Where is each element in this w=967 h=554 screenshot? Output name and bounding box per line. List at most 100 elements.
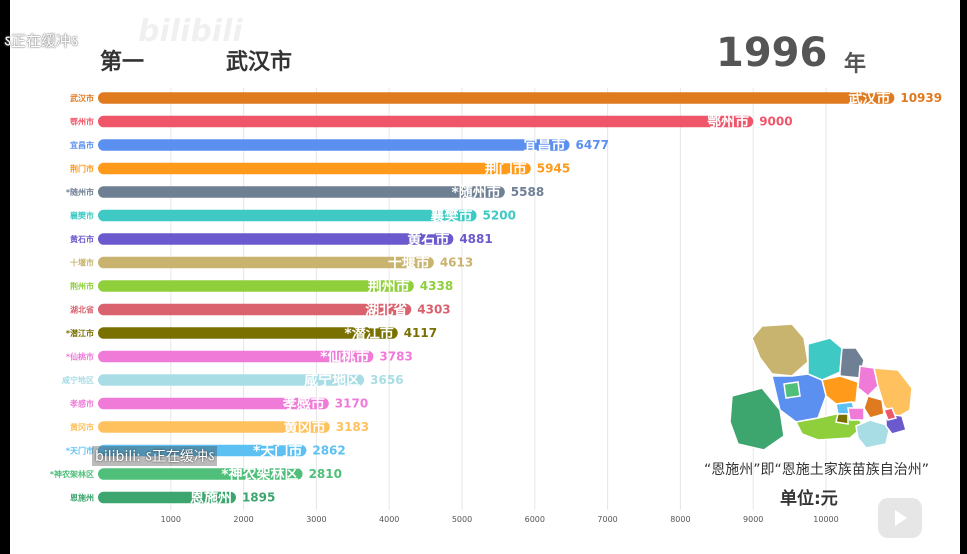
bar <box>98 374 365 386</box>
bar <box>98 468 303 480</box>
bar <box>98 280 414 292</box>
bar-name-label: 宜昌市 <box>524 137 566 154</box>
bar-value-label: 5200 <box>483 209 516 223</box>
bar-value-label: 4881 <box>459 232 492 246</box>
category-label: 荆门市 <box>70 164 94 174</box>
play-icon[interactable] <box>878 498 922 538</box>
leader-name: 武汉市 <box>226 50 293 75</box>
bar <box>98 92 895 104</box>
x-tick-label: 5000 <box>452 515 472 524</box>
bar-value-label: 4117 <box>404 326 437 340</box>
bar <box>98 327 398 339</box>
map-region-xianning <box>855 419 891 449</box>
bar <box>98 491 236 504</box>
category-label: *神农架林区 <box>50 469 94 479</box>
map-region-xiantao <box>847 407 865 421</box>
category-label: 荆州市 <box>70 281 94 291</box>
bar <box>98 350 374 363</box>
bar-name-label: 湖北省 <box>365 302 407 319</box>
bar-value-label: 2862 <box>312 444 345 458</box>
category-label: 宜昌市 <box>70 140 94 150</box>
bar-name-label: *神农架林区 <box>221 466 298 483</box>
bar-name-label: *天门市 <box>253 443 302 460</box>
bar <box>98 233 454 245</box>
map-region-xiangfan <box>807 337 843 381</box>
hubei-map <box>729 323 913 451</box>
x-tick-label: 6000 <box>525 515 545 524</box>
rank-label: 第一 <box>100 50 145 75</box>
category-label: 湖北省 <box>70 305 94 315</box>
bar-name-label: 黄冈市 <box>284 419 326 436</box>
map-region-shiyan <box>751 323 809 377</box>
bar-name-label: *仙桃市 <box>320 349 369 366</box>
bar-value-label: 1895 <box>242 491 275 505</box>
bar-value-label: 10939 <box>900 91 942 105</box>
map-region-enshi <box>729 387 785 451</box>
category-label: 武汉市 <box>70 93 94 103</box>
buffering-indicator: ऽ正在缓冲ऽ <box>4 32 79 50</box>
category-label: 襄樊市 <box>69 211 94 221</box>
x-tick-label: 4000 <box>379 515 399 524</box>
bar-name-label: *随州市 <box>451 184 500 201</box>
bar-value-label: 4613 <box>440 256 473 270</box>
bar-value-label: 4303 <box>417 303 450 317</box>
bar-name-label: 咸宁地区 <box>304 372 360 389</box>
bar-name-label: 武汉市 <box>848 90 890 107</box>
bar-name-label: 恩施州 <box>190 490 232 507</box>
bar-name-label: 襄樊市 <box>430 208 473 225</box>
bar <box>98 303 412 316</box>
watermark: bilibili <box>138 14 243 49</box>
bar <box>98 256 434 269</box>
bar <box>98 209 477 222</box>
bar-value-label: 4338 <box>420 279 453 293</box>
bar <box>98 139 570 151</box>
year-unit: 年 <box>844 52 867 77</box>
x-tick-label: 7000 <box>597 515 617 524</box>
x-tick-label: 1000 <box>161 515 181 524</box>
bar-name-label: 荆州市 <box>368 278 410 295</box>
bar-name-label: 荆门市 <box>485 161 527 178</box>
bar-name-label: 孝感市 <box>282 396 325 413</box>
map-region-huanggang <box>873 367 913 419</box>
bar-value-label: 2810 <box>309 467 342 481</box>
year-display: 1996 <box>716 30 828 76</box>
bar-value-label: 5588 <box>511 185 544 199</box>
category-label: 孝感市 <box>69 399 94 409</box>
bar <box>98 444 307 457</box>
bar-value-label: 3783 <box>379 350 412 364</box>
bar-value-label: 3656 <box>370 373 403 387</box>
x-tick-label: 9000 <box>743 515 763 524</box>
map-region-jingmen <box>821 375 859 405</box>
bar-name-label: 黄石市 <box>407 231 449 248</box>
bar <box>98 162 531 175</box>
map-region-shennongjia <box>783 381 801 399</box>
unit-label: 单位:元 <box>780 489 838 509</box>
category-label: 黄石市 <box>70 234 94 244</box>
bar <box>98 115 754 128</box>
bar-name-label: *潜江市 <box>344 325 393 342</box>
x-tick-label: 10000 <box>813 515 838 524</box>
footnote: “恩施州”即“恩施土家族苗族自治州” <box>704 462 930 478</box>
bar-name-label: 十堰市 <box>388 255 430 272</box>
map-region-qianjiang <box>835 413 849 425</box>
category-label: *随州市 <box>66 187 94 197</box>
x-tick-label: 8000 <box>670 515 690 524</box>
category-label: 黄冈市 <box>70 422 94 432</box>
category-label: *仙桃市 <box>66 352 94 362</box>
bar <box>98 421 330 433</box>
bar-chart: 1000 2000 3000 4000 5000 6000 7000 8000 9000 1000… <box>50 88 942 524</box>
bar <box>98 397 329 410</box>
video-frame: bilibili 第一 武汉市 1996 年 1000 2000 3000 4000 5… <box>10 0 960 554</box>
bar-value-label: 9000 <box>759 115 792 129</box>
bar-value-label: 6477 <box>576 138 609 152</box>
x-tick-label: 3000 <box>306 515 326 524</box>
bar-value-label: 5945 <box>537 162 570 176</box>
bar-value-label: 3183 <box>336 420 369 434</box>
map-region-wuhan <box>863 395 885 419</box>
bar <box>98 186 505 198</box>
bar-value-label: 3170 <box>335 397 368 411</box>
category-label: 鄂州市 <box>70 117 94 127</box>
x-tick-label: 2000 <box>233 515 253 524</box>
map-region-ezhou <box>882 407 898 421</box>
category-label: 十堰市 <box>70 258 94 268</box>
